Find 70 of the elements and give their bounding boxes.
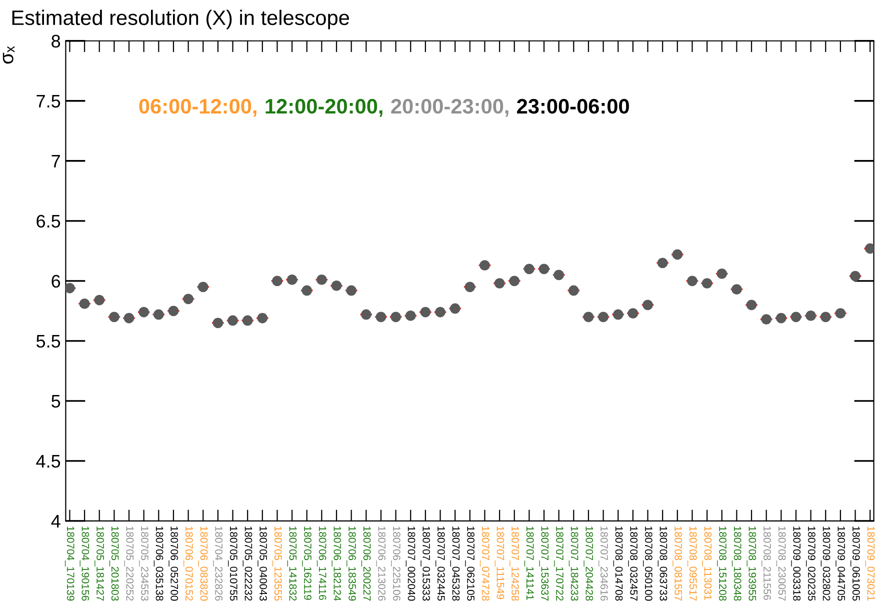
- x-tick-label: 180707_204428: [584, 526, 594, 601]
- annotation: 23:00-06:00: [517, 98, 629, 114]
- x-tick-label: 180709_032802: [820, 526, 830, 601]
- annotation: 12:00-20:00,: [266, 98, 382, 117]
- y-axis-title: σₓ: [2, 46, 15, 64]
- x-tick-label: 180706_182124: [332, 526, 342, 601]
- x-tick-label: 180706_225106: [391, 526, 400, 601]
- annotation: 20:00-23:00,: [391, 98, 508, 117]
- x-tick-label: 180708_014708: [613, 526, 623, 601]
- y-tick-label: 4.5: [36, 455, 60, 468]
- x-tick-label: 180709_003318: [791, 526, 801, 601]
- x-tick-label: 180706_070152: [184, 526, 193, 601]
- x-tick-label: 180708_180348: [732, 526, 742, 601]
- x-tick-label: 180707_111549: [494, 526, 504, 600]
- x-tick-label: 180705_123555: [272, 526, 282, 601]
- x-tick-label: 180705_141832: [287, 526, 297, 601]
- x-tick-label: 180706_083820: [198, 526, 208, 601]
- y-tick-label: 6.5: [36, 214, 60, 228]
- x-tick-label: 180706_200227: [361, 526, 371, 601]
- x-tick-label: 180705_010755: [228, 526, 238, 601]
- x-tick-label: 180708_095517: [687, 526, 697, 601]
- x-tick-label: 180709_044705: [836, 526, 846, 601]
- x-tick-label: 180707_234616: [598, 526, 608, 601]
- x-tick-label: 180705_181427: [94, 526, 104, 601]
- x-tick-label: 180708_081557: [672, 526, 682, 601]
- x-tick-label: 180708_193955: [746, 526, 756, 601]
- x-tick-label: 180707_002040: [406, 526, 416, 601]
- y-tick-label: 5.5: [36, 335, 60, 348]
- x-tick-label: 180707_124258: [510, 526, 519, 601]
- x-tick-label: 180708_211556: [762, 526, 771, 600]
- x-tick-label: 180707_032445: [435, 526, 445, 601]
- x-tick-label: 180706_035138: [154, 526, 164, 601]
- x-tick-label: 180707_170722: [554, 526, 564, 601]
- x-tick-label: 180704_170139: [64, 526, 74, 601]
- x-tick-label: 180707_015333: [420, 526, 430, 601]
- x-tick-label: 180709_020235: [806, 526, 816, 601]
- x-tick-label: 180705_040043: [258, 526, 267, 601]
- x-tick-label: 180706_052700: [168, 526, 178, 601]
- y-tick-label: 7: [52, 155, 60, 168]
- x-tick-label: 180705_022232: [242, 526, 252, 601]
- x-tick-label: 180705_234553: [139, 526, 148, 601]
- annotation: 06:00-12:00,: [139, 98, 256, 117]
- y-tick-label: 8: [52, 34, 60, 48]
- x-tick-label: 180705_220252: [124, 526, 134, 601]
- x-tick-label: 180706_183549: [346, 526, 356, 601]
- x-tick-label: 180706_174116: [316, 526, 326, 600]
- x-tick-label: 180707_045328: [450, 526, 460, 601]
- y-tick-label: 7.5: [36, 95, 60, 108]
- y-tick-label: 5: [52, 395, 60, 408]
- x-tick-label: 180704_190156: [80, 526, 90, 601]
- x-tick-label: 180708_151208: [717, 526, 726, 601]
- y-tick-label: 6: [52, 274, 60, 288]
- x-tick-label: 180707_153637: [539, 526, 549, 601]
- x-tick-label: 180705_201803: [109, 526, 119, 601]
- x-tick-label: 180707_074728: [480, 526, 490, 601]
- chart-title: Estimated resolution (X) in telescope: [12, 10, 350, 30]
- x-tick-label: 180708_230057: [776, 526, 786, 601]
- x-tick-label: 180709_061005: [850, 526, 860, 601]
- x-tick-label: 180707_062105: [465, 526, 474, 601]
- x-tick-label: 180705_162119: [302, 526, 312, 600]
- y-tick-label: 4: [51, 515, 60, 528]
- x-tick-label: 180708_113031: [702, 526, 712, 600]
- x-tick-label: 180707_184233: [568, 526, 578, 601]
- x-tick-label: 180709_073021: [865, 526, 875, 601]
- x-tick-label: 180708_063733: [658, 526, 668, 601]
- x-tick-label: 180704_232826: [213, 526, 223, 601]
- x-tick-label: 180708_032457: [628, 526, 638, 601]
- x-tick-label: 180707_141141: [524, 526, 534, 600]
- x-tick-label: 180708_050100: [642, 526, 652, 601]
- x-tick-label: 180706_213026: [376, 526, 386, 601]
